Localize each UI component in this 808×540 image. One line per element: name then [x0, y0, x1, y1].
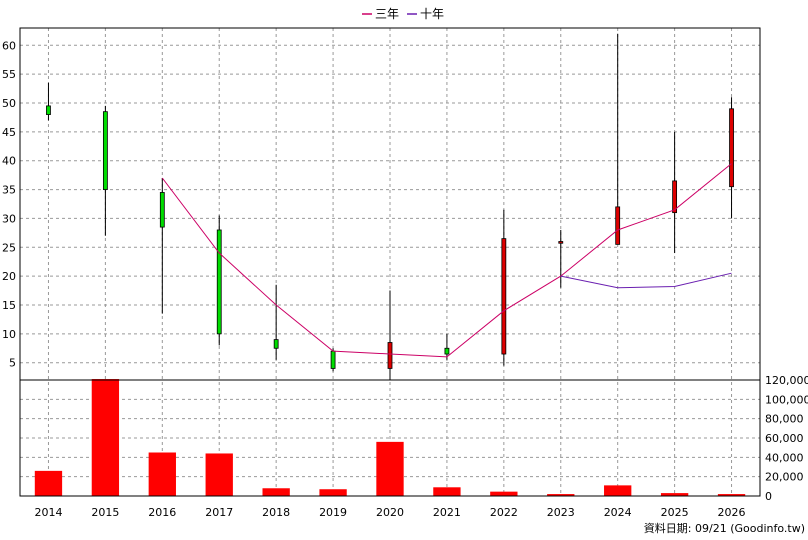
year-tick-label: 2026	[718, 506, 746, 519]
price-grid	[20, 28, 760, 496]
volume-tick-label: 60,000	[765, 432, 804, 445]
candle-body	[558, 241, 564, 244]
price-tick-label: 60	[2, 39, 16, 52]
legend-label: 三年	[375, 7, 399, 21]
series-line-ten-year	[560, 272, 732, 289]
price-tick-label: 55	[2, 68, 16, 81]
volume-bar	[148, 452, 176, 496]
volume-tick-label: 120,000	[765, 374, 808, 387]
candle-body	[216, 229, 222, 335]
year-tick-label: 2020	[376, 506, 404, 519]
year-tick-label: 2022	[490, 506, 518, 519]
candle-body	[330, 350, 336, 369]
year-tick-label: 2024	[604, 506, 632, 519]
volume-bar	[205, 453, 233, 496]
volume-bar	[34, 470, 63, 496]
candle-body	[102, 111, 108, 190]
volume-tick-label: 0	[765, 490, 772, 503]
candle-body	[729, 108, 734, 188]
price-tick-label: 30	[2, 212, 16, 225]
year-tick-label: 2025	[661, 506, 689, 519]
volume-bar	[604, 485, 632, 496]
candle-body	[387, 342, 393, 369]
price-tick-label: 35	[2, 184, 16, 197]
volume-tick-label: 20,000	[765, 471, 804, 484]
volume-tick-label: 40,000	[765, 451, 804, 464]
volume-bar	[660, 493, 689, 496]
volume-bar	[717, 494, 746, 496]
volume-bar	[319, 489, 347, 496]
volume-bar	[433, 487, 461, 496]
year-tick-label: 2014	[34, 506, 62, 519]
moving-average-lines	[161, 163, 732, 358]
volume-bar	[376, 441, 404, 496]
volume-bar	[547, 494, 575, 496]
candle-body	[46, 105, 51, 115]
price-tick-label: 40	[2, 155, 16, 168]
price-tick-label: 50	[2, 97, 16, 110]
volume-bars	[34, 379, 746, 496]
candlesticks	[46, 33, 734, 380]
footer-note: 資料日期: 09/21 (Goodinfo.tw)	[644, 521, 805, 535]
year-tick-label: 2016	[148, 506, 176, 519]
candle-body	[273, 339, 279, 349]
year-tick-label: 2017	[205, 506, 233, 519]
year-tick-label: 2021	[433, 506, 461, 519]
series-line-three-year	[161, 163, 732, 358]
price-tick-label: 5	[9, 357, 16, 370]
candle-body	[672, 180, 678, 214]
year-tick-label: 2019	[319, 506, 347, 519]
candle-body	[444, 347, 450, 355]
price-tick-label: 15	[2, 299, 16, 312]
candle-body	[501, 238, 507, 355]
volume-plot-frame	[19, 379, 761, 497]
candle-body	[159, 192, 165, 228]
price-tick-label: 25	[2, 241, 16, 254]
legend: 三年 十年	[362, 7, 444, 21]
volume-tick-label: 100,000	[765, 393, 808, 406]
price-tick-label: 20	[2, 270, 16, 283]
volume-bar	[262, 488, 290, 496]
volume-bar	[91, 379, 120, 496]
year-tick-label: 2015	[91, 506, 119, 519]
price-tick-label: 10	[2, 328, 16, 341]
legend-label: 十年	[420, 7, 444, 21]
volume-tick-label: 80,000	[765, 413, 804, 426]
price-tick-label: 45	[2, 126, 16, 139]
year-tick-label: 2018	[262, 506, 290, 519]
year-tick-label: 2023	[547, 506, 575, 519]
axes: 51015202530354045505560020,00040,00060,0…	[2, 27, 808, 519]
volume-bar	[490, 491, 518, 496]
candle-body	[615, 206, 621, 245]
